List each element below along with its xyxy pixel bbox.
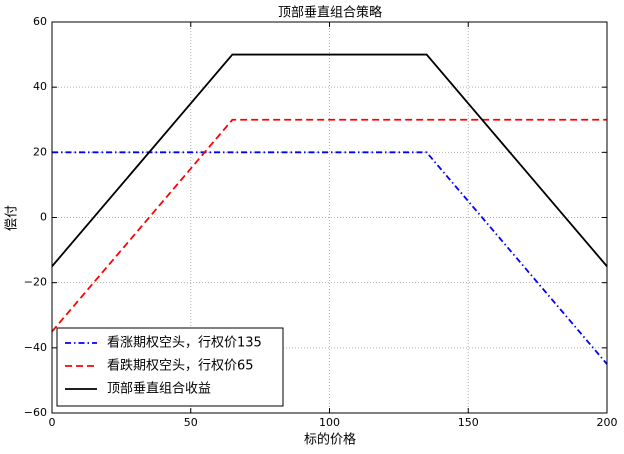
x-tick-label: 50: [184, 416, 198, 429]
y-tick-label: 60: [33, 15, 47, 28]
y-tick-label: −40: [24, 341, 47, 354]
y-tick-label: 20: [33, 145, 47, 158]
legend-label: 看跌期权空头，行权价65: [107, 358, 254, 374]
legend-label: 看涨期权空头，行权价135: [107, 335, 262, 351]
series-line: [51, 118, 607, 333]
y-tick-label: −20: [24, 276, 47, 289]
axes-frame: [51, 21, 608, 414]
chart-title: 顶部垂直组合策略: [278, 5, 382, 21]
y-tick-label: −60: [24, 406, 47, 419]
legend-box: [56, 327, 284, 407]
legend: 看涨期权空头，行权价135 看跌期权空头，行权价65 顶部垂直组合收益: [56, 327, 284, 407]
y-tick-label: 40: [33, 80, 47, 93]
x-axis-label: 标的价格: [304, 432, 356, 448]
series-line: [52, 151, 608, 365]
series-line: [51, 53, 608, 267]
x-tick-label: 200: [597, 416, 618, 429]
y-tick-label: 0: [40, 211, 47, 224]
x-tick-label: 150: [458, 416, 479, 429]
legend-label: 顶部垂直组合收益: [107, 382, 211, 397]
y-axis-label: 偿付: [5, 205, 20, 231]
x-tick-label: 100: [319, 416, 340, 429]
x-tick-label: 0: [49, 416, 56, 429]
